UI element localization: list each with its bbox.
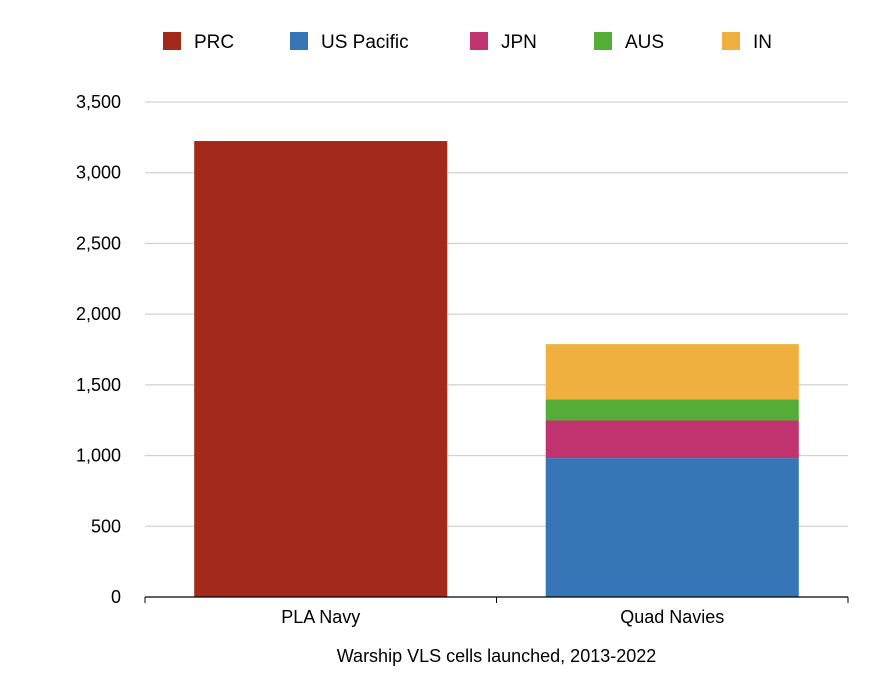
legend-item: PRC [163,32,234,53]
y-tick-label: 3,500 [76,92,121,112]
y-tick-label: 2,000 [76,304,121,324]
y-tick-label: 500 [91,516,121,536]
legend-label: PRC [194,32,234,53]
legend-swatch [290,32,308,50]
bar-segment [545,420,799,459]
bar-segment [545,458,799,597]
legend-swatch [470,32,488,50]
bars [194,141,799,597]
legend-item: US Pacific [290,32,409,53]
x-tick-label: PLA Navy [281,607,360,627]
legend-label: US Pacific [321,32,409,53]
legend-label: IN [753,32,772,53]
y-tick-label: 1,500 [76,375,121,395]
legend-swatch [722,32,740,50]
y-axis-ticks: 0 500 1,000 1,500 2,000 2,500 3,000 3,500 [76,92,121,607]
bar-segment [194,141,448,597]
y-tick-label: 1,000 [76,446,121,466]
legend-label: JPN [501,32,537,53]
legend-swatch [163,32,181,50]
legend-item: AUS [594,32,664,53]
legend: PRC US Pacific JPN AUS IN [163,32,772,53]
y-tick-label: 0 [111,587,121,607]
x-axis-ticks: PLA Navy Quad Navies [144,597,849,627]
legend-swatch [594,32,612,50]
legend-item: IN [722,32,772,53]
legend-label: AUS [625,32,664,53]
bar-segment [545,344,799,400]
y-tick-label: 2,500 [76,233,121,253]
x-axis-title: Warship VLS cells launched, 2013-2022 [337,646,657,666]
y-tick-label: 3,000 [76,163,121,183]
bar-segment [545,399,799,421]
legend-item: JPN [470,32,537,53]
x-tick-label: Quad Navies [620,607,724,627]
